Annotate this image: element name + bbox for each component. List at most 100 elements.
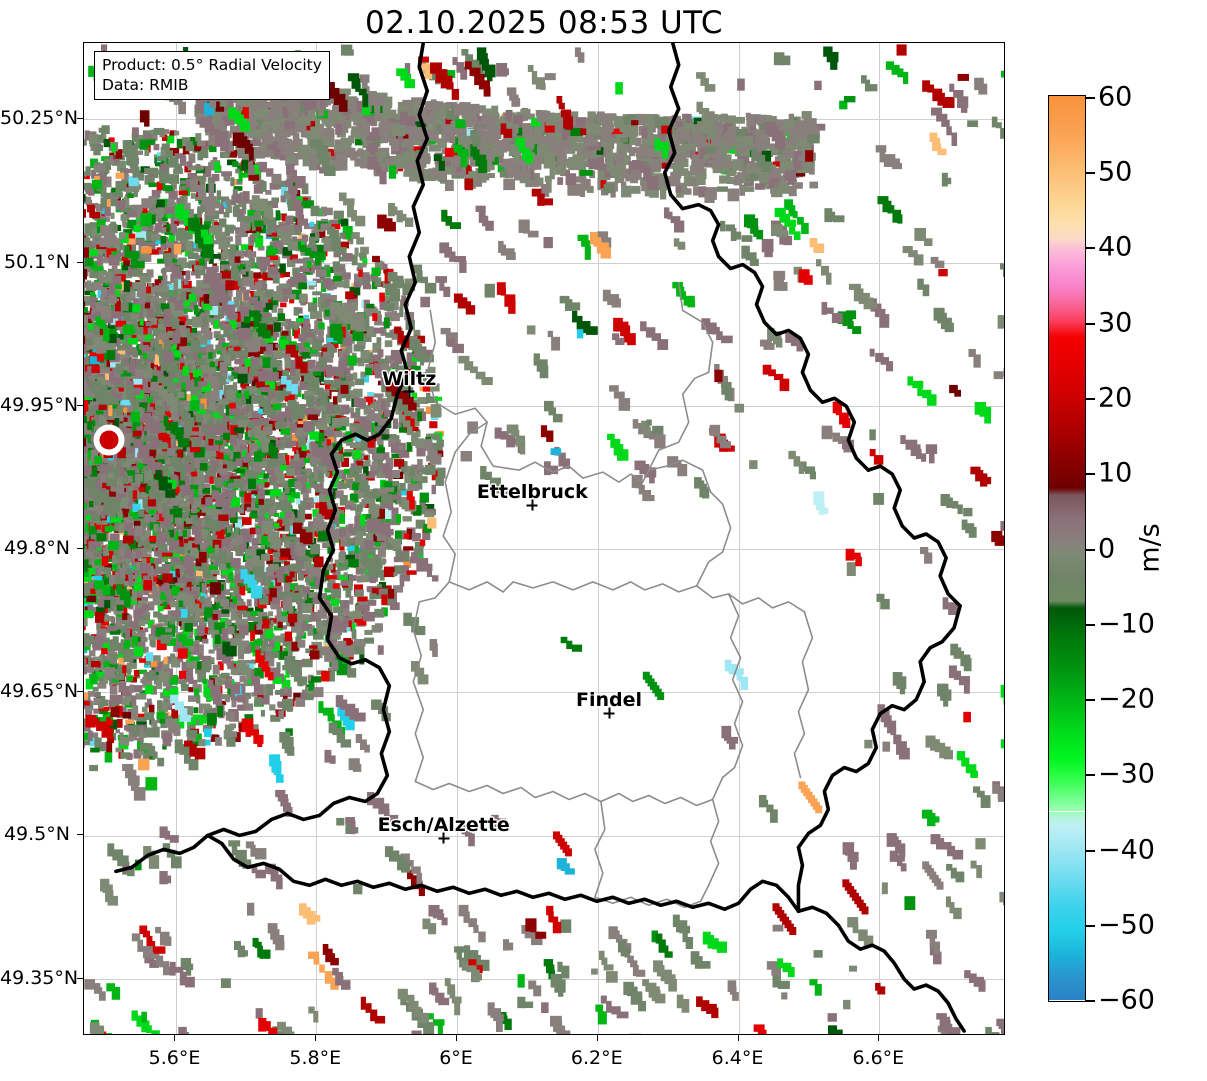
- city-label-wiltz: Wiltz: [382, 367, 437, 390]
- x-tick-label: 5.6°E: [148, 1047, 201, 1069]
- colorbar-segment: [1049, 397, 1085, 428]
- y-tick: [77, 691, 83, 693]
- colorbar-tick: [1086, 96, 1095, 99]
- colorbar-tick-label: −30: [1098, 758, 1155, 790]
- product-line: Product: 0.5° Radial Velocity: [102, 56, 322, 74]
- x-tick: [596, 1035, 598, 1041]
- colorbar-tick-label: 10: [1098, 457, 1133, 489]
- y-tick: [77, 261, 83, 263]
- radar-map[interactable]: Wiltz Ettelbruck Findel Esch/Alzette Produc…: [83, 42, 1005, 1035]
- colorbar-tick-label: −60: [1098, 984, 1155, 1016]
- y-tick: [77, 834, 83, 836]
- colorbar-segment: [1049, 819, 1085, 827]
- y-tick-label: 49.95°N: [0, 393, 79, 416]
- y-tick-label: 49.8°N: [3, 537, 70, 560]
- colorbar-segment: [1049, 261, 1085, 277]
- x-tick-label: 6.4°E: [711, 1047, 764, 1069]
- y-tick-label: 50.25°N: [0, 107, 79, 130]
- colorbar-segment: [1049, 201, 1085, 225]
- colorbar-tick-label: 40: [1098, 231, 1133, 263]
- x-tick: [456, 1035, 458, 1041]
- colorbar-tick: [1086, 171, 1095, 174]
- gridline-vertical: [597, 43, 599, 1034]
- colorbar-tick: [1086, 548, 1095, 551]
- colorbar[interactable]: [1048, 95, 1086, 1002]
- colorbar-tick: [1086, 623, 1095, 626]
- city-label-esch-alzette: Esch/Alzette: [377, 814, 510, 837]
- y-tick-label: 49.35°N: [0, 966, 79, 989]
- x-tick-label: 6.2°E: [570, 1047, 623, 1069]
- colorbar-segment: [1049, 276, 1085, 292]
- colorbar-segment: [1049, 977, 1085, 1000]
- colorbar-tick-label: 30: [1098, 307, 1133, 338]
- gridline-horizontal: [84, 262, 1004, 264]
- y-tick-label: 49.65°N: [0, 680, 79, 703]
- colorbar-segment: [1049, 133, 1085, 172]
- gridline-horizontal: [84, 835, 1004, 837]
- colorbar-segment: [1049, 457, 1085, 488]
- colorbar-tick: [1086, 925, 1095, 928]
- city-marker-ettelbruck: [526, 499, 538, 511]
- colorbar-segment: [1049, 578, 1085, 601]
- colorbar-tick: [1086, 473, 1095, 476]
- y-tick: [77, 118, 83, 120]
- colorbar-segment: [1049, 909, 1085, 932]
- colorbar-segment: [1049, 608, 1085, 639]
- city-label-ettelbruck: Ettelbruck: [476, 481, 588, 504]
- colorbar-segment: [1049, 540, 1085, 556]
- colorbar-tick-label: 20: [1098, 382, 1133, 414]
- page-title: 02.10.2025 08:53 UTC: [365, 5, 723, 41]
- colorbar-segment: [1049, 427, 1085, 458]
- colorbar-segment: [1049, 811, 1085, 820]
- colorbar-segment: [1049, 600, 1085, 609]
- colorbar-segment: [1049, 668, 1085, 699]
- colorbar-segment: [1049, 96, 1085, 134]
- product-info-box: Product: 0.5° Radial Velocity Data: RMIB: [94, 51, 330, 100]
- colorbar-tick-label: −10: [1098, 608, 1155, 640]
- city-marker-wiltz: [403, 386, 415, 397]
- colorbar-segment: [1049, 337, 1085, 368]
- colorbar-tick: [1086, 774, 1095, 777]
- colorbar-segment: [1049, 932, 1085, 955]
- x-tick: [878, 1035, 880, 1041]
- colorbar-unit-label: m/s: [1134, 523, 1166, 573]
- gridline-horizontal: [84, 549, 1004, 550]
- colorbar-tick-label: 0: [1098, 533, 1116, 564]
- map-clip: Wiltz Ettelbruck Findel Esch/Alzette Produc…: [84, 43, 1004, 1034]
- city-marker-findel: [603, 707, 615, 719]
- y-tick: [77, 404, 83, 406]
- colorbar-tick: [1086, 849, 1095, 852]
- colorbar-segment: [1049, 224, 1085, 240]
- colorbar-tick: [1086, 397, 1095, 400]
- colorbar-segment: [1049, 758, 1085, 782]
- national-borders: [114, 43, 966, 1033]
- data-source-line: Data: RMIB: [102, 76, 189, 94]
- colorbar-segment: [1049, 698, 1085, 729]
- colorbar-segment: [1049, 954, 1085, 978]
- colorbar-segment: [1049, 306, 1085, 322]
- colorbar-tick: [1086, 1000, 1095, 1003]
- city-label-findel: Findel: [575, 689, 643, 712]
- colorbar-segment: [1049, 171, 1085, 202]
- y-tick: [77, 548, 83, 550]
- y-tick-label: 50.1°N: [3, 250, 70, 273]
- colorbar-gradient: [1049, 96, 1085, 1001]
- colorbar-segment: [1049, 495, 1085, 518]
- colorbar-tick-label: −40: [1098, 834, 1155, 866]
- gridline-horizontal: [84, 978, 1004, 980]
- colorbar-segment: [1049, 728, 1085, 759]
- colorbar-segment: [1049, 291, 1085, 307]
- colorbar-tick-label: 50: [1098, 156, 1133, 188]
- gridline-horizontal: [84, 692, 1004, 694]
- x-tick-label: 6°E: [439, 1047, 473, 1069]
- colorbar-tick-label: 60: [1098, 81, 1133, 113]
- colorbar-segment: [1049, 487, 1085, 496]
- colorbar-segment: [1049, 796, 1085, 812]
- y-tick: [77, 977, 83, 979]
- x-tick-label: 5.8°E: [289, 1047, 342, 1069]
- radar-site-marker[interactable]: [99, 430, 119, 450]
- y-tick-label: 49.5°N: [3, 823, 70, 846]
- x-tick-label: 6.6°E: [852, 1047, 905, 1069]
- x-tick: [174, 1035, 176, 1041]
- colorbar-tick: [1086, 699, 1095, 702]
